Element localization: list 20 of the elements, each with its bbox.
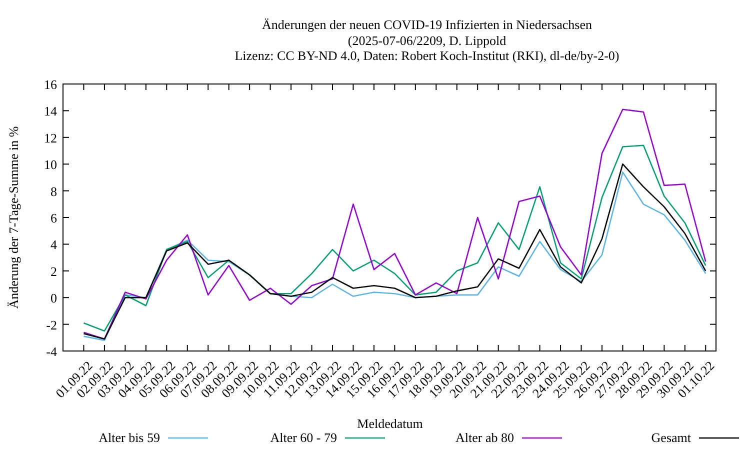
legend-label: Alter bis 59 bbox=[98, 430, 160, 445]
legend-label: Gesamt bbox=[651, 430, 692, 445]
y-tick-label: 6 bbox=[50, 210, 58, 226]
legend-label: Alter 60 - 79 bbox=[270, 430, 337, 445]
y-tick-label: 8 bbox=[50, 184, 57, 199]
y-tick-label: -2 bbox=[46, 317, 57, 332]
y-tick-label: 14 bbox=[44, 104, 58, 119]
line-series bbox=[83, 108, 706, 340]
y-tick-label: 16 bbox=[44, 77, 58, 92]
chart-subtitle: (2025-07-06/2209, D. Lippold Lizenz: CC BY-ND 4.0, Daten: Robert Koch-Institut (RKI), dl-de/by-2-0) bbox=[234, 33, 620, 63]
y-axis-title: Änderung der 7-Tage-Summe in % bbox=[6, 126, 21, 309]
y-tick-label: -4 bbox=[46, 344, 58, 359]
y-tick-label: 12 bbox=[44, 130, 57, 146]
y-tick-label: 0 bbox=[50, 290, 57, 306]
y-tick-label: 2 bbox=[50, 264, 57, 279]
legend-label: Alter ab 80 bbox=[456, 430, 514, 445]
y-tick-label: 4 bbox=[50, 237, 58, 252]
y-tick-label: 10 bbox=[44, 157, 57, 172]
x-axis-title: Meldedatum bbox=[357, 416, 423, 431]
chart-title: Änderungen der neuen COVID-19 Infizierten in Niedersachsen bbox=[262, 17, 592, 32]
